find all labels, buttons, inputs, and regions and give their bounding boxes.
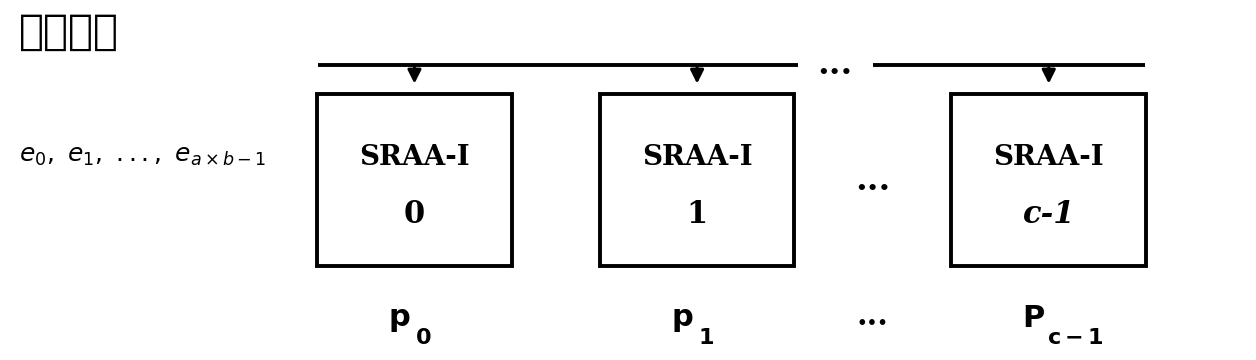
- Text: $\mathbf{P}$: $\mathbf{P}$: [1022, 303, 1045, 334]
- Text: $\mathbf{p}$: $\mathbf{p}$: [671, 303, 693, 334]
- Bar: [952, 94, 1145, 266]
- Text: SRAA-I: SRAA-I: [359, 144, 470, 171]
- Text: c-1: c-1: [1022, 199, 1075, 230]
- Text: SRAA-I: SRAA-I: [642, 144, 752, 171]
- Text: 信息比特: 信息比特: [19, 11, 119, 53]
- Text: SRAA-I: SRAA-I: [993, 144, 1104, 171]
- Text: $\mathbf{0}$: $\mathbf{0}$: [414, 327, 432, 350]
- Text: 1: 1: [687, 199, 707, 230]
- Text: $\mathbf{c-1}$: $\mathbf{c-1}$: [1048, 327, 1103, 350]
- Text: ...: ...: [855, 163, 891, 197]
- Text: ...: ...: [818, 48, 853, 81]
- Bar: [317, 94, 512, 266]
- Text: $\mathbf{1}$: $\mathbf{1}$: [698, 327, 713, 350]
- Text: ...: ...: [857, 301, 889, 332]
- Text: 0: 0: [404, 199, 425, 230]
- Text: $e_0,\ e_1,\ ...,\ e_{a\times b-1}$: $e_0,\ e_1,\ ...,\ e_{a\times b-1}$: [19, 144, 266, 168]
- Bar: [600, 94, 795, 266]
- Text: $\mathbf{p}$: $\mathbf{p}$: [388, 303, 411, 334]
